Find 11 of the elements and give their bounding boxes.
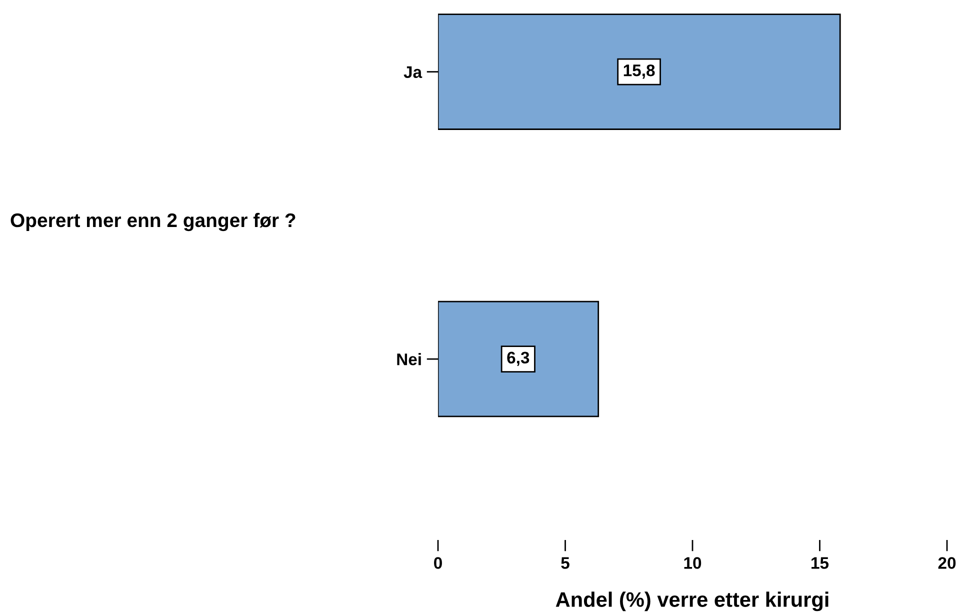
x-tick-label: 5 — [561, 557, 570, 569]
y-tick-label: Ja — [404, 66, 422, 78]
data-label: 15,8 — [624, 64, 655, 79]
y-tick-label: Nei — [397, 353, 421, 366]
x-tick-label: 20 — [938, 557, 956, 569]
x-tick-label: 0 — [434, 557, 442, 569]
x-tick-label: 15 — [812, 557, 829, 569]
x-tick-label: 10 — [684, 557, 702, 569]
data-label: 6,3 — [507, 352, 530, 366]
text: Operert mer enn 2 ganger før ? — [10, 212, 296, 232]
x-axis-title: Andel (%) verre etter kirurgi — [556, 592, 828, 612]
